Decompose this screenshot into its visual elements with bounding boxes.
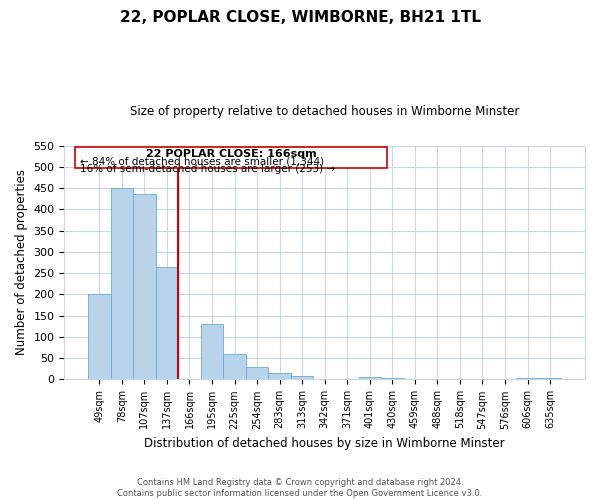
Bar xyxy=(268,373,291,380)
Bar xyxy=(223,354,246,380)
Y-axis label: Number of detached properties: Number of detached properties xyxy=(15,170,28,356)
Bar xyxy=(539,378,562,380)
Bar xyxy=(426,378,449,380)
Bar xyxy=(110,188,133,380)
Bar xyxy=(381,378,404,380)
Text: Contains HM Land Registry data © Crown copyright and database right 2024.
Contai: Contains HM Land Registry data © Crown c… xyxy=(118,478,482,498)
Bar xyxy=(155,267,178,380)
Text: 22 POPLAR CLOSE: 166sqm: 22 POPLAR CLOSE: 166sqm xyxy=(146,149,316,159)
Bar xyxy=(133,194,155,380)
Bar xyxy=(88,294,110,380)
Bar xyxy=(359,378,381,380)
Text: ← 84% of detached houses are smaller (1,344): ← 84% of detached houses are smaller (1,… xyxy=(80,156,324,166)
Bar xyxy=(201,324,223,380)
Text: 22, POPLAR CLOSE, WIMBORNE, BH21 1TL: 22, POPLAR CLOSE, WIMBORNE, BH21 1TL xyxy=(119,10,481,25)
FancyBboxPatch shape xyxy=(75,146,387,168)
Text: 16% of semi-detached houses are larger (253) →: 16% of semi-detached houses are larger (… xyxy=(80,164,335,173)
Bar xyxy=(291,376,313,380)
Bar xyxy=(516,378,539,380)
Bar xyxy=(246,366,268,380)
X-axis label: Distribution of detached houses by size in Wimborne Minster: Distribution of detached houses by size … xyxy=(145,437,505,450)
Title: Size of property relative to detached houses in Wimborne Minster: Size of property relative to detached ho… xyxy=(130,105,520,118)
